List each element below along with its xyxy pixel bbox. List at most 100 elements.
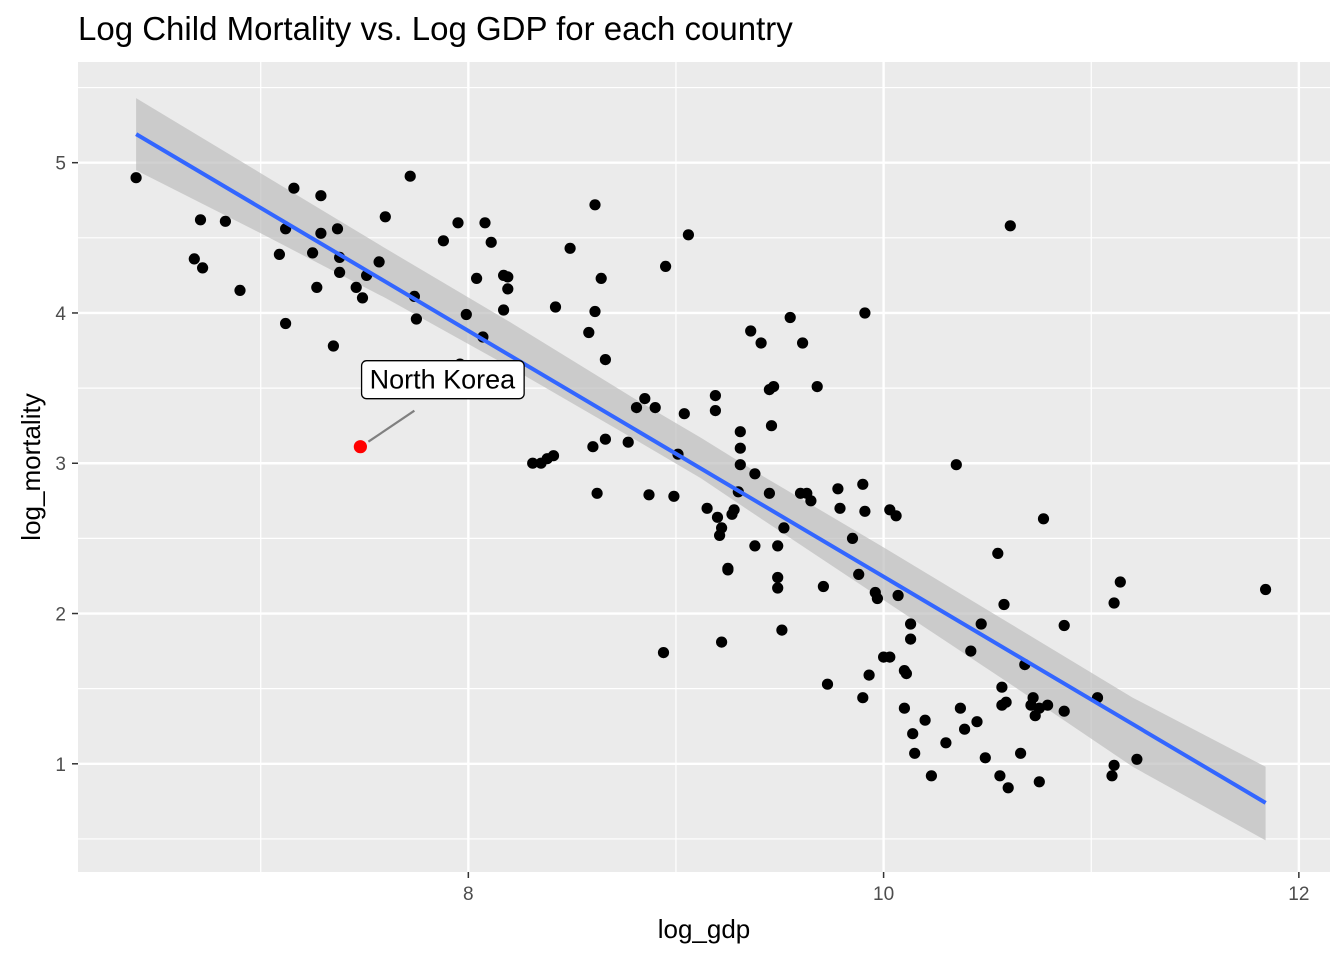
x-tick-label: 12 (1288, 884, 1309, 905)
data-point (772, 582, 784, 594)
x-axis: 8 10 12 (463, 872, 1309, 905)
data-point (1033, 776, 1045, 788)
data-point (280, 317, 292, 330)
data-point (1002, 782, 1014, 794)
data-point (197, 262, 209, 274)
data-point (834, 502, 846, 514)
data-point (589, 305, 601, 318)
data-point (1037, 513, 1050, 525)
data-points (130, 170, 1272, 794)
data-point (979, 752, 991, 764)
data-point (219, 215, 231, 227)
data-point (711, 511, 724, 523)
data-point (859, 307, 871, 319)
data-point (591, 487, 603, 499)
data-point (749, 468, 761, 480)
data-point (234, 284, 246, 296)
data-point (547, 450, 560, 462)
data-point (502, 283, 514, 295)
data-point (1027, 692, 1039, 704)
data-point (643, 489, 655, 501)
data-point (682, 229, 695, 241)
y-axis-title: log_mortality (16, 393, 46, 540)
annotation-box (360, 360, 525, 400)
data-point (583, 326, 595, 339)
data-point (907, 728, 919, 740)
data-point (734, 442, 746, 454)
data-point (315, 227, 327, 239)
data-point (817, 580, 830, 593)
data-point (811, 381, 823, 393)
annotation: North Korea (353, 360, 525, 454)
data-point (273, 248, 285, 260)
data-point (288, 182, 300, 194)
data-point (373, 256, 385, 268)
data-point (1015, 747, 1027, 759)
data-point (846, 532, 859, 545)
data-point (599, 354, 612, 366)
data-point (709, 390, 722, 402)
fit-line (135, 132, 1267, 805)
data-point (832, 483, 844, 495)
data-point (905, 633, 917, 645)
data-point (1042, 699, 1054, 711)
y-tick-label: 2 (55, 605, 66, 626)
data-point (998, 598, 1010, 611)
data-point (630, 402, 643, 414)
data-point (587, 441, 599, 453)
data-point (595, 272, 607, 284)
chart-title: Log Child Mortality vs. Log GDP for each… (78, 10, 793, 47)
data-point (1058, 705, 1070, 717)
data-point (498, 304, 510, 316)
y-tick-label: 1 (55, 755, 66, 776)
data-point (749, 540, 761, 552)
data-point (975, 618, 987, 630)
data-point (892, 589, 904, 602)
data-point (716, 636, 728, 648)
data-point (1000, 696, 1012, 708)
data-point (1058, 619, 1070, 632)
data-point (327, 340, 339, 352)
data-point (437, 235, 449, 247)
data-point (1131, 753, 1143, 765)
data-point (471, 272, 483, 284)
data-point (660, 260, 672, 272)
data-point (772, 540, 784, 552)
data-point (857, 478, 869, 490)
data-point (768, 381, 780, 393)
data-point (909, 747, 921, 759)
data-point (784, 311, 796, 324)
data-point (1108, 759, 1120, 771)
x-tick-label: 10 (873, 884, 894, 905)
data-point (549, 301, 562, 313)
data-point (307, 247, 319, 259)
data-point (859, 505, 871, 517)
data-point (379, 211, 391, 223)
data-point (564, 242, 576, 254)
data-point (311, 281, 323, 293)
data-point (778, 522, 790, 534)
data-point (668, 490, 680, 502)
data-point (356, 292, 369, 304)
data-point (527, 457, 539, 469)
data-point (315, 190, 327, 202)
data-point (722, 564, 734, 576)
data-point (1106, 770, 1118, 782)
data-point (622, 436, 634, 448)
data-point (853, 568, 865, 581)
data-point (678, 408, 690, 420)
data-point (959, 723, 971, 735)
data-point (898, 702, 911, 714)
data-point (1004, 220, 1016, 232)
data-point (871, 592, 884, 605)
data-point (1114, 576, 1126, 588)
data-point (734, 459, 746, 471)
y-axis: 1 2 3 4 5 (55, 154, 78, 776)
data-point (649, 402, 661, 414)
data-point (479, 217, 491, 229)
data-point (350, 281, 362, 293)
data-point (639, 393, 651, 405)
data-point (765, 420, 778, 432)
y-tick-label: 3 (55, 454, 66, 475)
